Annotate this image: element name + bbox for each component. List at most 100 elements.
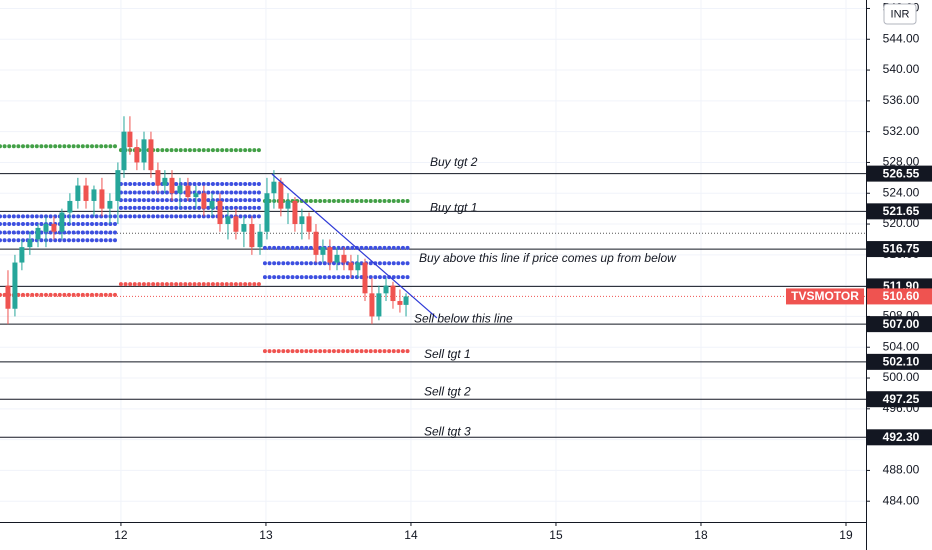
- candle-body: [209, 200, 215, 209]
- candle-body: [264, 193, 270, 232]
- x-tick-label: 13: [259, 528, 273, 542]
- currency-badge: [883, 3, 917, 25]
- candle-body: [257, 231, 263, 248]
- x-tick-label: 18: [694, 528, 708, 542]
- y-tick-label: 524.00: [883, 185, 920, 199]
- candle-body: [83, 185, 89, 201]
- candle-body: [134, 147, 140, 163]
- level-label: 507.00: [883, 317, 920, 331]
- level-label-box: [867, 165, 932, 182]
- x-tick-label: 12: [114, 528, 128, 542]
- y-tick-label: 540.00: [883, 62, 920, 76]
- candle-body: [201, 193, 207, 209]
- candle-body: [27, 239, 33, 248]
- trend-line: [271, 173, 438, 319]
- x-tick-label: 14: [404, 528, 418, 542]
- candle-body: [313, 231, 319, 255]
- level-label-box: [867, 353, 932, 370]
- level-note: Sell tgt 2: [424, 384, 471, 398]
- level-label: 497.25: [883, 392, 920, 406]
- candle-body: [91, 189, 97, 201]
- candle-body: [169, 177, 175, 194]
- candle-body: [59, 212, 65, 232]
- y-tick-label: 532.00: [883, 124, 920, 138]
- candle-body: [148, 139, 154, 171]
- level-note: Sell tgt 3: [424, 424, 471, 438]
- candle-body: [225, 216, 231, 225]
- candle-body: [327, 247, 333, 263]
- candle-body: [285, 200, 291, 209]
- level-label: 516.75: [883, 242, 920, 256]
- level-label: 492.30: [883, 430, 920, 444]
- y-tick-label: 528.00: [883, 155, 920, 169]
- y-tick-label: 504.00: [883, 339, 920, 353]
- candle-body: [320, 247, 326, 255]
- last-price-label: 510.60: [883, 289, 920, 303]
- level-label: 521.65: [883, 204, 920, 218]
- level-label-box: [867, 203, 932, 220]
- candle-body: [185, 185, 191, 198]
- candle-body: [51, 224, 57, 232]
- y-tick-label: 488.00: [883, 463, 920, 477]
- candle-body: [334, 254, 340, 263]
- candle-body: [348, 262, 354, 271]
- symbol-label: TVSMOTOR: [791, 289, 859, 303]
- y-tick-label: 520.00: [883, 216, 920, 230]
- level-note: Buy above this line if price comes up fr…: [419, 251, 677, 265]
- candle-body: [397, 301, 403, 305]
- candle-body: [162, 177, 168, 186]
- y-tick-label: 544.00: [883, 31, 920, 45]
- candle-body: [390, 285, 396, 302]
- symbol-box: [786, 288, 864, 305]
- candle-body: [292, 200, 298, 225]
- candle-body: [306, 216, 312, 232]
- candle-body: [278, 181, 284, 209]
- candle-body: [19, 247, 25, 263]
- candle-body: [355, 262, 361, 271]
- level-label: 526.55: [883, 166, 920, 180]
- candle-body: [115, 170, 121, 201]
- level-label-box: [867, 241, 932, 258]
- y-tick-label: 484.00: [883, 493, 920, 507]
- y-tick-label: 536.00: [883, 93, 920, 107]
- x-tick-label: 15: [549, 528, 563, 542]
- candle-body: [369, 293, 375, 317]
- level-label-box: [867, 391, 932, 408]
- y-tick-label: 500.00: [883, 370, 920, 384]
- candle-body: [233, 216, 239, 232]
- candle-body: [376, 293, 382, 317]
- candle-body: [249, 224, 255, 248]
- level-note: Buy tgt 2: [430, 155, 478, 169]
- candle-body: [121, 131, 127, 171]
- level-note: Sell tgt 1: [424, 347, 471, 361]
- candle-body: [177, 185, 183, 194]
- candle-body: [299, 216, 305, 225]
- candle-body: [341, 254, 347, 263]
- candle-body: [155, 170, 161, 186]
- level-label: 502.10: [883, 355, 920, 369]
- candle-body: [75, 185, 81, 201]
- candle-body: [107, 200, 113, 209]
- candle-body: [383, 285, 389, 294]
- candle-body: [12, 262, 18, 309]
- level-note: Sell below this line: [414, 311, 513, 325]
- candle-body: [99, 189, 105, 209]
- candle-body: [241, 224, 247, 232]
- candle-body: [5, 285, 11, 309]
- candle-body: [362, 262, 368, 294]
- candle-body: [127, 131, 133, 148]
- price-axis: [866, 0, 932, 550]
- candle-body: [217, 200, 223, 225]
- last-price-box: [867, 288, 932, 305]
- candle-body: [271, 181, 277, 194]
- candle-body: [193, 193, 199, 198]
- candle-body: [403, 296, 409, 305]
- x-tick-label: 19: [839, 528, 853, 542]
- level-note: Buy tgt 1: [430, 201, 477, 215]
- currency-label: INR: [891, 8, 910, 20]
- candle-body: [35, 227, 41, 240]
- level-label-box: [867, 316, 932, 333]
- level-label-box: [867, 429, 932, 446]
